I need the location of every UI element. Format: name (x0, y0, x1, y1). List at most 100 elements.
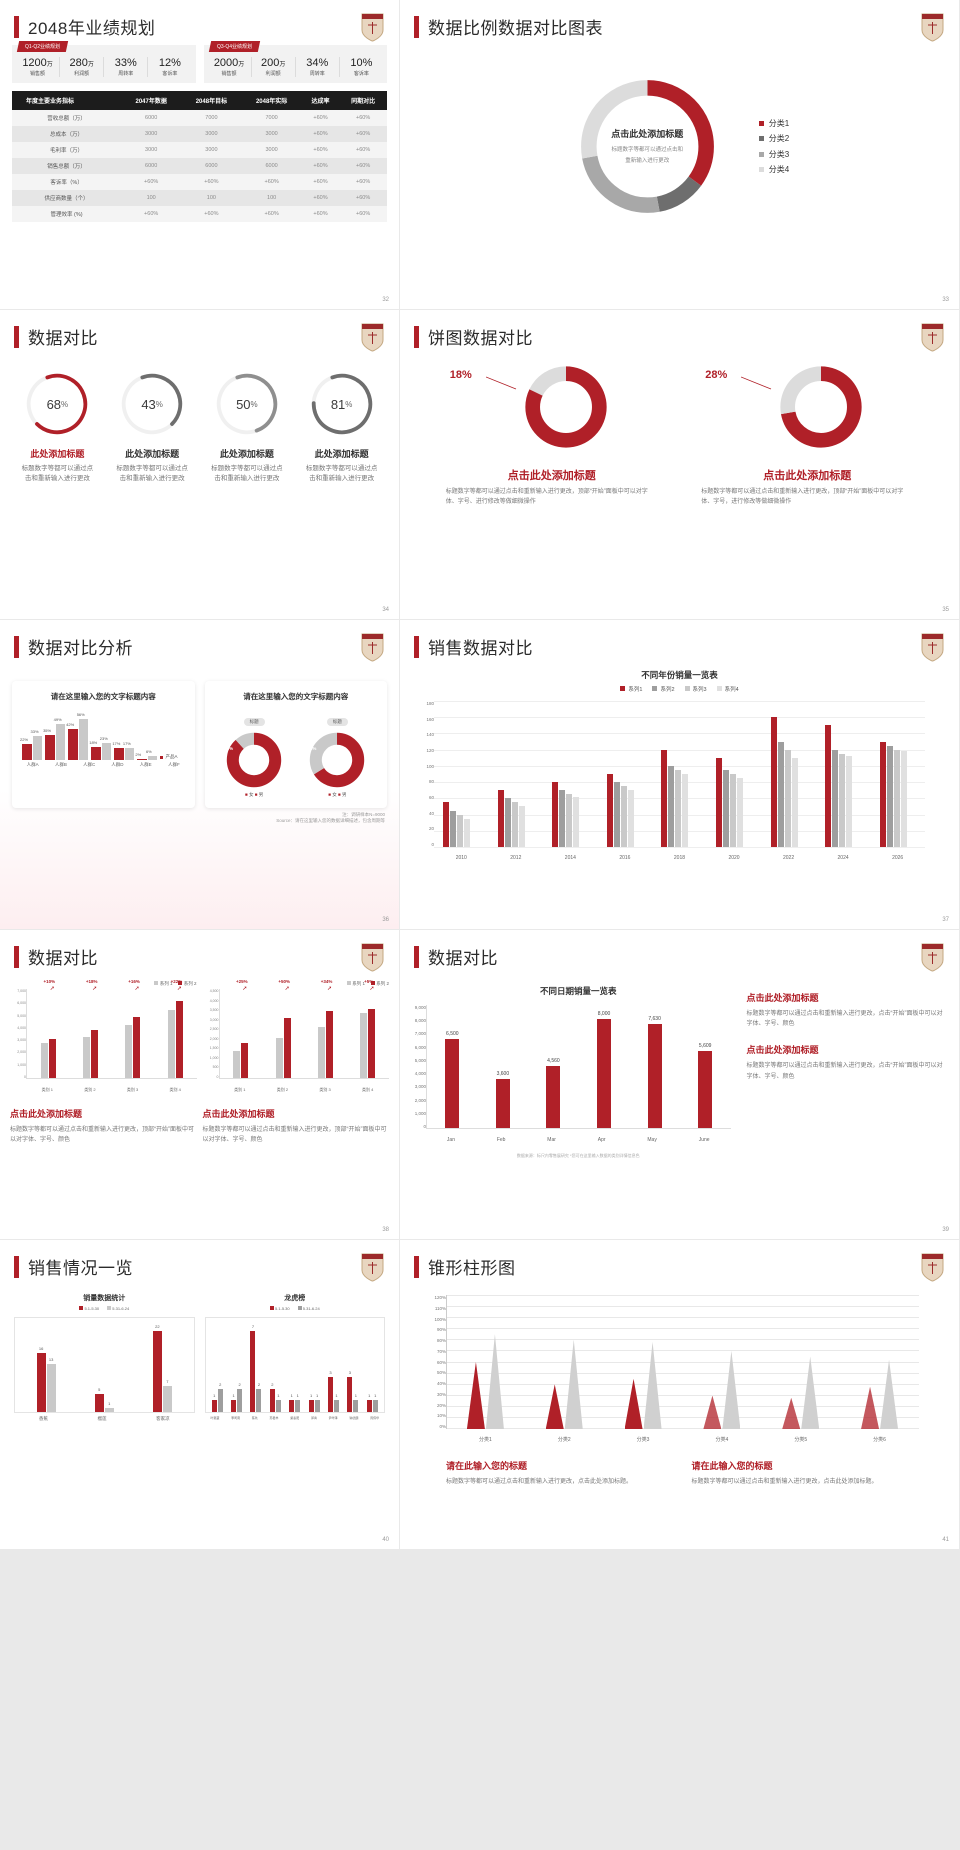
bar: 35% (43, 728, 55, 760)
x-tick: 分类5 (794, 1437, 808, 1443)
bar-chart-card[interactable]: 请在这里输入您的文字标题内容 22% 33% 35% 49% 42% 56% 18% 23% 1… (12, 681, 195, 808)
kpi-value: 34 (306, 57, 319, 69)
gauge-title: 此处添加标题 (314, 449, 369, 459)
bar (730, 774, 736, 847)
y-tick: 20% (436, 1402, 446, 1408)
bar-label: 3 (329, 1370, 332, 1376)
crest-logo-icon (361, 13, 384, 42)
y-tick: 2,000 (17, 1050, 26, 1055)
slide-thumbnail-32[interactable]: 2048年业绩规划 Q1-Q2业绩规划 1200万 销售额 280万 利润额 33%… (0, 0, 400, 310)
bar (450, 810, 457, 847)
bar (647, 1023, 662, 1128)
bar-chart: 9,000 8,000 7,000 6,000 5,000 4,000 3,000 2,000… (415, 1005, 731, 1145)
table-cell: +60% (301, 110, 340, 127)
gridline (447, 1306, 919, 1308)
bar (675, 769, 682, 847)
x-tick: 类别 2 (84, 1087, 96, 1092)
y-tick: 80% (436, 1338, 446, 1343)
bar (511, 802, 518, 847)
slide-thumbnail-33[interactable]: 数据比例数据对比图表 点击此处添加标题 标题数字等都可以通过点击和 重新输入进行… (400, 0, 960, 310)
pie-pair: 标题 12% ■ 女 ■ 男标题 34% ■ 女 ■ 男 (213, 710, 380, 798)
bar-chart-categories: 人群A 人群B 人群C 人群D 人群E 人群F (20, 762, 187, 768)
cone (485, 1334, 504, 1429)
kpi-value: 10 (350, 57, 363, 69)
kpi-value: 12 (158, 57, 172, 69)
x-tick: 客家凉 (156, 1416, 170, 1421)
bar: 2 (256, 1382, 262, 1412)
kpi-unit: % (127, 57, 137, 69)
x-axis: Jan Feb Mar Apr May June (426, 1137, 731, 1143)
pie-callout: 28% (705, 369, 728, 381)
delta-label: +16% (128, 979, 140, 984)
table-cell: 3000 (121, 126, 182, 143)
crest-logo-icon (921, 13, 944, 42)
bar-label: 7 (251, 1324, 255, 1330)
text-block: 请在此输入您的标题 标题数字等都可以通过点击和重新输入进行更改，点击此处添加标题。 (446, 1459, 674, 1487)
kpi-item: 200万 利润额 (252, 57, 296, 78)
slide-thumbnail-36[interactable]: 数据对比分析 请在这里输入您的文字标题内容 22% 33% 35% 49% 42% 56%… (0, 620, 400, 930)
table-row: 客诉率（%） +60% +60% +60% +60% +60% (12, 174, 387, 191)
table-row: 供应商数量（个） 100 100 100 +60% +60% (12, 190, 387, 207)
table-cell: 6000 (121, 158, 182, 175)
table-cell: +60% (301, 126, 340, 143)
bar: 33% (31, 729, 43, 760)
pie-chart-card[interactable]: 请在这里输入您的文字标题内容 标题 12% ■ 女 ■ 男标题 34% ■ 女 ■ 男 (204, 681, 387, 808)
y-tick: 120% (434, 1295, 446, 1300)
slide-thumbnail-37[interactable]: 销售数据对比 不同年份销量一览表 系列1 系列2 系列3 系列4 180 160 140 1… (400, 620, 960, 930)
gauge-value: 50% (236, 396, 258, 412)
pie-row: 18% 点击此处添加标题 标题数字等都可以通过点击和重新输入进行更改，顶部“开始”面… (400, 349, 959, 507)
slide-thumbnail-40[interactable]: 销售情况一览 销量数据统计 5.1-5.30 5.31-6.24 16 13 5 1 22… (0, 1240, 400, 1550)
legend-label: 分类4 (768, 164, 790, 174)
slide-thumbnail-34[interactable]: 数据对比 68% 此处添加标题 标题数字等都可以通过点击和重新输入进行更改 43% 此处… (0, 310, 400, 620)
bar: 1 (231, 1393, 237, 1412)
legend-item: 系列2 (652, 685, 675, 693)
bar (167, 1010, 175, 1078)
bar-chart: 22% 33% 35% 49% 42% 56% 18% 23% 17% 17% 2% 6% 产品A (20, 708, 187, 760)
bar: 2 (237, 1382, 243, 1412)
table-cell: +60% (339, 206, 387, 223)
legend-label: 5.31-6.24 (302, 1306, 320, 1311)
cone (801, 1356, 820, 1429)
bar-label: 18% (89, 739, 98, 745)
legend-item: 分类1 (758, 116, 789, 131)
kpi-label: 客诉率 (162, 71, 178, 78)
bar-group: +16% ➚ (125, 979, 141, 1078)
x-tick: 人群D (111, 762, 124, 767)
page-number: 37 (942, 917, 949, 923)
y-tick: 3,500 (209, 1008, 219, 1013)
card-title: 请在这里输入您的文字标题内容 (50, 692, 156, 701)
arrow-icon: ➚ (326, 986, 332, 992)
slide-thumbnail-41[interactable]: 锥形柱形图 120% 110% 100% 90% 80% 70% 60% 50% 40% 30% 2… (400, 1240, 960, 1550)
pie-callout: 18% (449, 369, 472, 381)
x-tick: 人群C (83, 762, 96, 767)
x-axis: 分类1 分类2 分类3 分类4 分类5 分类6 (446, 1436, 919, 1443)
bar-group (825, 701, 861, 847)
slide-thumbnail-35[interactable]: 饼图数据对比 18% 点击此处添加标题 标题数字等都可以通过点击和重新输入进行更改，… (400, 310, 960, 620)
legend-swatch (154, 981, 159, 985)
bar (48, 1039, 56, 1078)
bar (770, 717, 777, 847)
bar (464, 818, 471, 847)
gauge: 81% 此处添加标题 标题数字等都可以通过点击和重新输入进行更改 (299, 371, 385, 484)
legend-item: 系列 2 (178, 981, 197, 987)
x-axis: 香蕉 榴莲 客家凉 (14, 1416, 195, 1422)
y-tick: 0 (216, 1074, 219, 1079)
page-title: 锥形柱形图 (428, 1259, 516, 1278)
table-cell: +60% (339, 190, 387, 207)
gauge-value: 81% (330, 396, 353, 412)
business-metrics-table: 年度主要业务指标 2047年数据 2048年目标 2048年实际 达成率 同期对… (12, 91, 387, 223)
bar-label: 8,000 (597, 1010, 611, 1017)
x-tick: 类别 3 (319, 1087, 331, 1092)
bar (283, 1017, 291, 1078)
slide-thumbnail-39[interactable]: 数据对比 不同日期销量一览表 9,000 8,000 7,000 6,000 5,000… (400, 930, 960, 1240)
gauge: 68% 此处添加标题 标题数字等都可以通过点击和重新输入进行更改 (14, 371, 100, 484)
page-title: 销售情况一览 (28, 1259, 133, 1278)
x-tick: 类别 4 (362, 1087, 374, 1092)
slide-thumbnail-38[interactable]: 数据对比 系列 1 系列 2 7,000 6,000 5,000 4,000 3,000 2… (0, 930, 400, 1240)
cone (861, 1386, 880, 1429)
bar-group: 3,600 (495, 1005, 510, 1128)
cone-group (466, 1295, 504, 1429)
legend-label: 系列1 (628, 687, 643, 693)
y-tick: 2,000 (414, 1097, 426, 1103)
